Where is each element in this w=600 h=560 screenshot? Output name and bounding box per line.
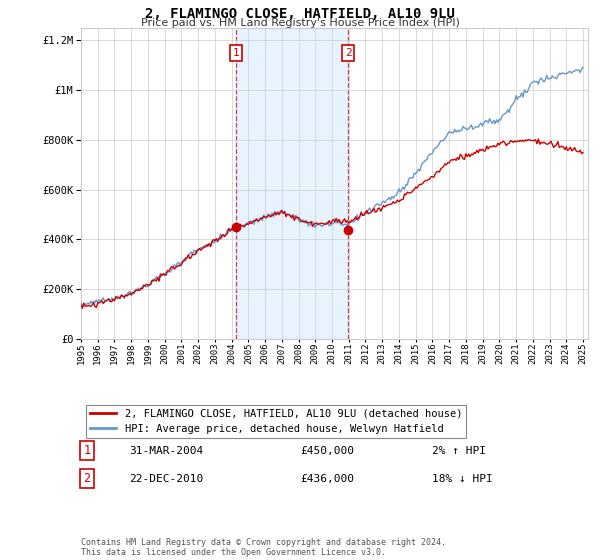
Text: Price paid vs. HM Land Registry's House Price Index (HPI): Price paid vs. HM Land Registry's House … bbox=[140, 18, 460, 28]
Text: 31-MAR-2004: 31-MAR-2004 bbox=[129, 446, 203, 456]
Text: £436,000: £436,000 bbox=[300, 474, 354, 484]
Text: 1: 1 bbox=[83, 444, 91, 458]
Bar bbox=[236, 28, 348, 339]
Legend: 2, FLAMINGO CLOSE, HATFIELD, AL10 9LU (detached house), HPI: Average price, deta: 2, FLAMINGO CLOSE, HATFIELD, AL10 9LU (d… bbox=[86, 405, 466, 438]
Text: Contains HM Land Registry data © Crown copyright and database right 2024.
This d: Contains HM Land Registry data © Crown c… bbox=[81, 538, 446, 557]
Text: 1: 1 bbox=[232, 48, 239, 58]
Text: 2: 2 bbox=[83, 472, 91, 486]
Text: 18% ↓ HPI: 18% ↓ HPI bbox=[432, 474, 493, 484]
Text: 22-DEC-2010: 22-DEC-2010 bbox=[129, 474, 203, 484]
Text: £450,000: £450,000 bbox=[300, 446, 354, 456]
Text: 2% ↑ HPI: 2% ↑ HPI bbox=[432, 446, 486, 456]
Text: 2, FLAMINGO CLOSE, HATFIELD, AL10 9LU: 2, FLAMINGO CLOSE, HATFIELD, AL10 9LU bbox=[145, 7, 455, 21]
Text: 2: 2 bbox=[345, 48, 352, 58]
